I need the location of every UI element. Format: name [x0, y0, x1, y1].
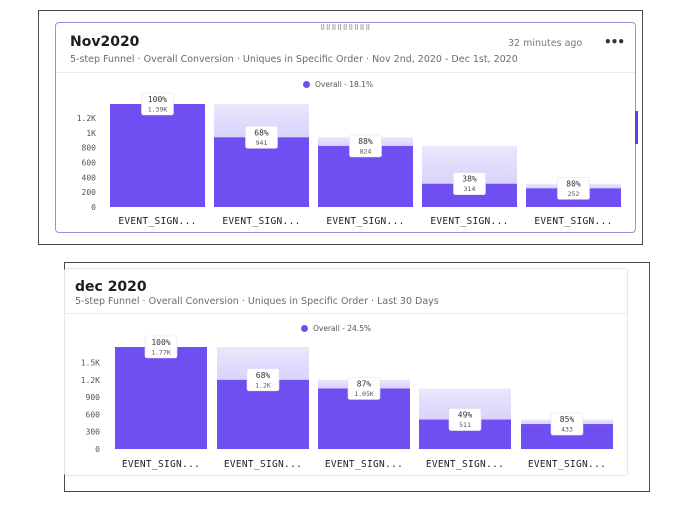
- header-divider: [65, 313, 627, 314]
- bar-label-box: [144, 335, 178, 359]
- bar-value-label: 314: [464, 185, 476, 193]
- bar-label-box: [349, 134, 382, 158]
- funnel-card-nov2020[interactable]: ⠿⠿⠿⠿⠿⠿⠿⠿⠿ Nov2020 32 minutes ago ••• 5-s…: [55, 22, 636, 233]
- x-category-label: EVENT_SIGN...: [534, 216, 612, 227]
- y-tick-label: 0: [91, 203, 96, 212]
- y-tick-label: 1.5K: [81, 359, 100, 368]
- bar-value-label: 433: [561, 426, 573, 434]
- last-updated-time: 32 minutes ago: [508, 38, 583, 49]
- bar-percent-label: 80%: [566, 179, 581, 188]
- funnel-chart: 0 200 400 600 800 1K 1.2K 100% 1.39K EVENT_SIGN..…: [77, 92, 621, 227]
- funnel-chart: 0 300 600 900 1.2K 1.5K 100% 1.77K EVENT_SIGN...…: [81, 335, 613, 470]
- more-horizontal-icon[interactable]: •••: [604, 35, 625, 49]
- bar-value-label: 824: [360, 147, 372, 155]
- card-subtitle: 5-step Funnel · Overall Conversion · Uni…: [70, 54, 518, 65]
- y-tick-label: 800: [82, 144, 97, 153]
- bar-value-label: 1.39K: [148, 106, 168, 114]
- conversion-bar[interactable]: [214, 137, 309, 207]
- y-tick-label: 400: [82, 173, 97, 182]
- x-category-label: EVENT_SIGN...: [325, 459, 403, 470]
- y-tick-label: 0: [95, 445, 100, 454]
- bar-percent-label: 100%: [148, 95, 167, 104]
- y-tick-label: 900: [86, 393, 101, 402]
- bar-value-label: 1.2K: [255, 381, 271, 389]
- chart-legend: Overall - 18.1%: [303, 80, 373, 89]
- bar-label-box: [141, 92, 174, 116]
- legend-dot: [303, 81, 310, 88]
- x-category-label: EVENT_SIGN...: [426, 459, 504, 470]
- y-tick-label: 1.2K: [81, 376, 100, 385]
- bar-label-box: [453, 172, 486, 196]
- bar-percent-label: 38%: [462, 175, 477, 184]
- y-tick-label: 200: [82, 188, 97, 197]
- y-tick-label: 1K: [86, 129, 96, 138]
- bar-label-box: [550, 412, 584, 436]
- x-category-label: EVENT_SIGN...: [224, 459, 302, 470]
- bar-value-label: 941: [256, 139, 268, 147]
- funnel-card-dec2020[interactable]: dec 2020 5-step Funnel · Overall Convers…: [64, 268, 628, 476]
- bar-percent-label: 68%: [256, 371, 271, 380]
- bar-label-box: [245, 125, 278, 149]
- bar-value-label: 1.05K: [354, 390, 374, 398]
- bar-percent-label: 49%: [458, 411, 473, 420]
- bar-value-label: 252: [568, 190, 580, 198]
- bar-label-box: [246, 368, 280, 392]
- bar-percent-label: 85%: [560, 415, 575, 424]
- conversion-bar[interactable]: [115, 347, 207, 449]
- card-title: dec 2020: [75, 279, 147, 295]
- chart-legend: Overall - 24.5%: [301, 324, 371, 333]
- x-category-label: EVENT_SIGN...: [118, 216, 196, 227]
- conversion-bar[interactable]: [217, 379, 309, 449]
- y-tick-label: 300: [86, 428, 101, 437]
- bar-percent-label: 100%: [151, 338, 170, 347]
- x-category-label: EVENT_SIGN...: [222, 216, 300, 227]
- legend-dot: [301, 325, 308, 332]
- x-category-label: EVENT_SIGN...: [430, 216, 508, 227]
- conversion-bar[interactable]: [110, 104, 205, 207]
- bar-value-label: 511: [459, 421, 471, 429]
- card-subtitle: 5-step Funnel · Overall Conversion · Uni…: [75, 296, 439, 307]
- bar-percent-label: 88%: [358, 137, 373, 146]
- drag-handle-icon[interactable]: ⠿⠿⠿⠿⠿⠿⠿⠿⠿: [320, 24, 371, 32]
- x-category-label: EVENT_SIGN...: [528, 459, 606, 470]
- bar-label-box: [557, 177, 590, 200]
- y-tick-label: 1.2K: [77, 114, 96, 123]
- bar-value-label: 1.77K: [151, 349, 171, 357]
- y-tick-label: 600: [86, 410, 101, 419]
- scrollbar-thumb[interactable]: [635, 111, 638, 144]
- header-divider: [56, 72, 635, 73]
- x-category-label: EVENT_SIGN...: [326, 216, 404, 227]
- card-title: Nov2020: [70, 34, 140, 50]
- bar-percent-label: 87%: [357, 379, 372, 388]
- legend-label: Overall - 24.5%: [313, 324, 372, 333]
- bar-label-box: [448, 408, 482, 431]
- conversion-bar[interactable]: [422, 183, 517, 207]
- bar-percent-label: 68%: [254, 128, 269, 137]
- x-category-label: EVENT_SIGN...: [122, 459, 200, 470]
- y-tick-label: 600: [82, 159, 97, 168]
- legend-label: Overall - 18.1%: [315, 80, 374, 89]
- bar-label-box: [347, 377, 381, 400]
